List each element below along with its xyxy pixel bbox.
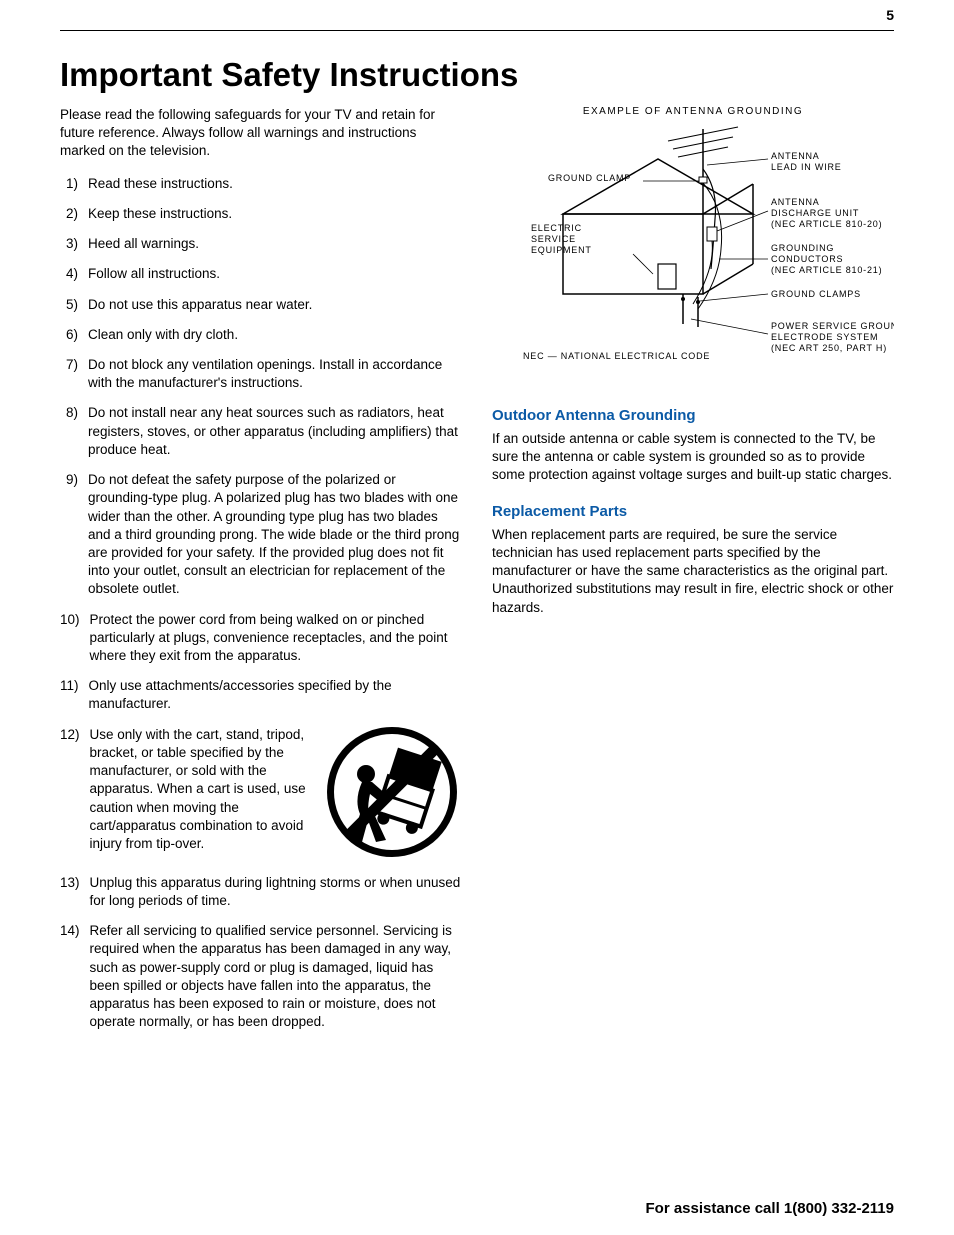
top-rule: 5 <box>60 30 894 31</box>
instructions-list: 1)Read these instructions. 2)Keep these … <box>60 175 462 1032</box>
antenna-grounding-diagram: EXAMPLE OF ANTENNA GROUNDING <box>492 106 894 389</box>
svg-text:GROUND CLAMP: GROUND CLAMP <box>548 173 631 183</box>
assistance-footer: For assistance call 1(800) 332-2119 <box>646 1200 895 1217</box>
list-item: 2)Keep these instructions. <box>60 205 462 223</box>
svg-text:ANTENNA DISCHARGE: ANTENNA DISCHARGE UNIT (NEC ARTICLE 810-… <box>771 197 882 229</box>
list-item: 7)Do not block any ventilation openings.… <box>60 356 462 392</box>
left-column: Please read the following safeguards for… <box>60 106 462 1043</box>
svg-text:ANTENNA LEAD IN WI: ANTENNA LEAD IN WIRE <box>771 151 842 172</box>
svg-text:ELECTRIC SERVICE: ELECTRIC SERVICE EQUIPMENT <box>531 223 592 255</box>
list-item: 14)Refer all servicing to qualified serv… <box>60 922 462 1031</box>
intro-paragraph: Please read the following safeguards for… <box>60 106 462 161</box>
page-number: 5 <box>886 7 894 23</box>
outdoor-antenna-heading: Outdoor Antenna Grounding <box>492 407 894 424</box>
svg-text:POWER SERVICE GROUNDING: POWER SERVICE GROUNDING ELECTRODE SYSTEM… <box>771 321 894 353</box>
diagram-title: EXAMPLE OF ANTENNA GROUNDING <box>492 106 894 117</box>
list-item: 6)Clean only with dry cloth. <box>60 326 462 344</box>
list-item: 11)Only use attachments/accessories spec… <box>60 677 462 713</box>
list-item: 12) Use only with the cart, stand, tripo… <box>60 726 462 862</box>
list-item: 3)Heed all warnings. <box>60 235 462 253</box>
content-columns: Please read the following safeguards for… <box>60 106 894 1043</box>
list-item: 4)Follow all instructions. <box>60 265 462 283</box>
list-item: 5)Do not use this apparatus near water. <box>60 296 462 314</box>
page-title: Important Safety Instructions <box>60 56 894 94</box>
list-item: 9)Do not defeat the safety purpose of th… <box>60 471 462 599</box>
list-item: 1)Read these instructions. <box>60 175 462 193</box>
outdoor-antenna-body: If an outside antenna or cable system is… <box>492 430 894 485</box>
list-item: 10)Protect the power cord from being wal… <box>60 611 462 666</box>
svg-text:NEC — NATIONAL ELECTRICAL CODE: NEC — NATIONAL ELECTRICAL CODE <box>523 351 710 361</box>
list-item: 13)Unplug this apparatus during lightnin… <box>60 874 462 910</box>
svg-text:GROUNDING CONDUCTO: GROUNDING CONDUCTORS (NEC ARTICLE 810-21… <box>771 243 882 275</box>
svg-text:GROUND CLAMPS: GROUND CLAMPS <box>771 289 861 299</box>
replacement-parts-heading: Replacement Parts <box>492 503 894 520</box>
right-column: EXAMPLE OF ANTENNA GROUNDING <box>492 106 894 1043</box>
list-item: 8)Do not install near any heat sources s… <box>60 404 462 459</box>
replacement-parts-body: When replacement parts are required, be … <box>492 526 894 617</box>
cart-tipover-icon <box>322 722 462 862</box>
